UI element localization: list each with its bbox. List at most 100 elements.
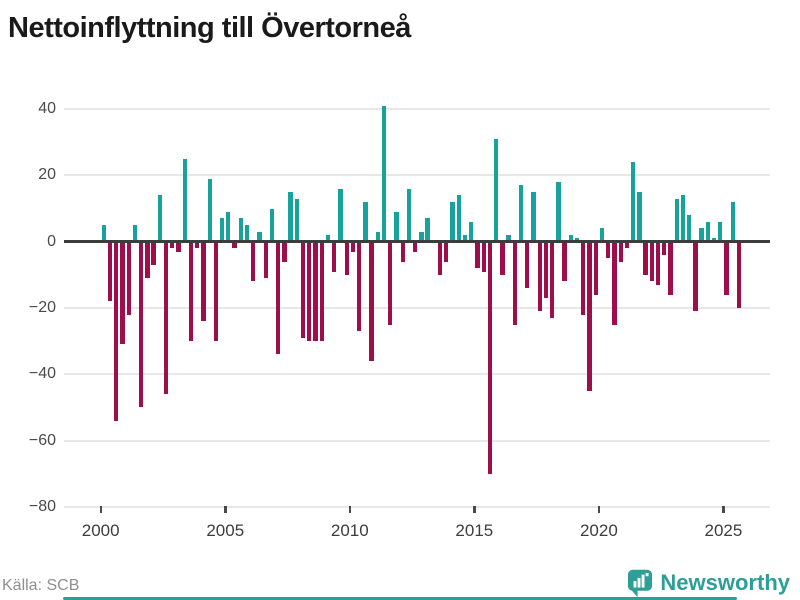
bar	[493, 138, 499, 242]
bar	[574, 238, 580, 242]
bar	[643, 241, 648, 275]
y-axis-label: −80	[28, 497, 56, 515]
bar	[469, 221, 474, 242]
bar	[718, 221, 723, 242]
x-axis-tick	[473, 506, 476, 513]
bar	[369, 241, 374, 361]
bar	[251, 241, 256, 282]
bar	[649, 241, 654, 282]
bar	[406, 188, 412, 242]
bar	[593, 241, 598, 295]
bar	[481, 241, 486, 272]
bar	[338, 188, 343, 242]
bar	[450, 201, 455, 242]
bar	[724, 241, 729, 295]
bar	[624, 241, 630, 249]
bar	[413, 241, 418, 252]
bar	[705, 221, 710, 242]
bar	[543, 241, 549, 299]
bar	[145, 241, 150, 279]
bar	[207, 178, 212, 242]
bar	[375, 231, 380, 242]
bar	[163, 241, 169, 395]
x-axis-tick	[597, 506, 601, 513]
x-axis-label: 2015	[455, 521, 494, 540]
bar	[294, 198, 299, 242]
bar	[475, 241, 480, 269]
bar	[655, 241, 661, 285]
bar	[263, 241, 268, 279]
bar	[363, 201, 368, 242]
bar	[300, 241, 306, 338]
bar	[120, 241, 125, 345]
bar	[711, 238, 717, 242]
x-axis-tick	[99, 506, 103, 513]
x-axis-tick	[224, 506, 227, 513]
bar	[674, 198, 679, 242]
bar	[176, 241, 181, 252]
bar	[219, 218, 225, 242]
bar	[350, 241, 356, 252]
y-axis-label: 20	[38, 166, 56, 184]
bar	[381, 105, 387, 242]
zero-axis-line	[64, 240, 770, 244]
bar	[325, 235, 331, 242]
bar	[687, 215, 692, 242]
bar	[462, 235, 468, 242]
bar	[612, 241, 617, 325]
bar	[139, 241, 144, 408]
bar	[518, 185, 524, 242]
bar	[288, 191, 293, 242]
y-axis-label: 0	[47, 232, 56, 250]
bar	[182, 158, 187, 242]
bar	[319, 241, 324, 342]
x-axis-label: 2025	[704, 521, 743, 540]
bar	[419, 231, 424, 242]
bar	[606, 241, 611, 259]
bar	[437, 241, 443, 275]
y-axis-label: −60	[28, 431, 56, 449]
bar	[425, 218, 430, 242]
bar	[101, 225, 106, 242]
bar	[282, 241, 287, 262]
bar	[213, 241, 219, 342]
bar	[170, 241, 175, 249]
y-axis-label: −20	[28, 298, 56, 316]
bar	[680, 195, 686, 242]
x-axis-label: 2010	[330, 521, 369, 540]
bar	[500, 241, 505, 275]
bar	[356, 241, 362, 332]
y-axis-label: 40	[38, 100, 56, 118]
bar	[506, 235, 511, 242]
bar	[562, 241, 567, 282]
bottom-accent-bar	[63, 597, 737, 600]
bar	[487, 241, 493, 474]
bar	[307, 241, 312, 342]
bar	[132, 225, 138, 242]
gridline	[64, 439, 770, 442]
newsworthy-logo-icon	[627, 569, 653, 598]
bar	[388, 241, 393, 325]
bar	[257, 231, 262, 242]
bar	[630, 162, 636, 242]
bar	[114, 241, 119, 421]
x-axis-label: 2005	[206, 521, 245, 540]
x-axis-label: 2020	[579, 521, 618, 540]
bar	[618, 241, 623, 262]
bar	[157, 195, 162, 242]
bar	[537, 241, 542, 312]
bar	[444, 241, 449, 262]
bar	[400, 241, 405, 262]
bar	[699, 228, 704, 242]
newsworthy-brand-link[interactable]: Newsworthy	[627, 568, 790, 598]
bar	[107, 241, 113, 302]
bar	[201, 241, 206, 322]
bar	[195, 241, 200, 249]
bar	[232, 241, 237, 249]
bar	[512, 241, 517, 325]
gridline	[64, 505, 770, 508]
gridline	[64, 306, 770, 309]
y-axis-label: −40	[28, 365, 56, 383]
gridline	[64, 373, 770, 376]
